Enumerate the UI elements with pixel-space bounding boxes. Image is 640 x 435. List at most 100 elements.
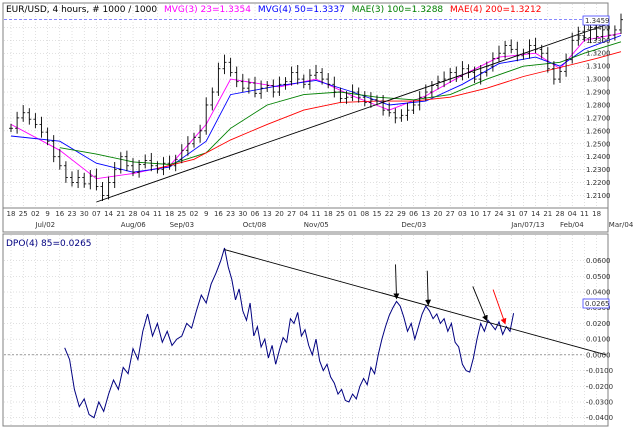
price-y-tick-label: 1.2700	[586, 114, 611, 122]
x-tick-label: 31	[507, 210, 516, 218]
x-tick-label: 18	[324, 210, 333, 218]
x-tick-label: 21	[543, 210, 552, 218]
price-y-axis: 1.2100 1.2200 1.2300 1.2400 1.2500 1.2600 1.27…	[586, 24, 611, 200]
dpo-trendline	[224, 249, 607, 356]
last-price-box	[582, 15, 610, 26]
dpo-plot	[4, 247, 607, 419]
dpo-y-tick-label: -0.0400	[586, 414, 613, 422]
x-period-label: Jul/02	[34, 221, 55, 229]
x-tick-label: 01	[348, 210, 357, 218]
dpo-line	[64, 247, 515, 419]
x-tick-label: 07	[92, 210, 101, 218]
x-tick-label: 15	[373, 210, 382, 218]
annotation-arrow	[472, 286, 488, 322]
x-tick-label: 25	[336, 210, 345, 218]
x-period-label: Dec/03	[401, 221, 426, 229]
x-tick-label: 22	[385, 210, 394, 218]
price-y-tick-label: 1.3200	[586, 50, 611, 58]
indicator-mae3: MAE(3) 100=1.3288	[352, 5, 444, 15]
x-tick-label: 10	[470, 210, 479, 218]
x-period-label: Sep/03	[170, 221, 194, 229]
x-period-label: Oct/08	[243, 221, 266, 229]
dpo-y-tick-label: 0.0600	[586, 257, 611, 265]
x-tick-label: 07	[519, 210, 528, 218]
x-tick-label: 20	[434, 210, 443, 218]
x-period-label: Nov/05	[304, 221, 329, 229]
x-tick-label: 23	[68, 210, 77, 218]
x-tick-label: 18	[165, 210, 174, 218]
x-tick-label: 27	[446, 210, 455, 218]
x-tick-label: 27	[287, 210, 296, 218]
dpo-y-tick-label: 0.0200	[586, 320, 611, 328]
price-y-tick-label: 1.3300	[586, 37, 611, 45]
x-period-label: Mar/04	[609, 221, 634, 229]
x-period-label: Jan/07/13	[510, 221, 544, 229]
x-tick-label: 24	[495, 210, 504, 218]
dpo-y-tick-label: 0.0500	[586, 273, 611, 281]
x-tick-label: 16	[214, 210, 223, 218]
x-tick-label: 11	[580, 210, 589, 218]
dpo-header: DPO(4) 85=0.0265	[6, 239, 92, 249]
trendline-label: T1	[576, 34, 586, 42]
x-tick-label: 03	[458, 210, 467, 218]
x-tick-label: 06	[251, 210, 260, 218]
price-panel-frame	[2, 2, 609, 209]
price-trendline	[96, 24, 607, 203]
price-grid	[4, 4, 607, 207]
x-axis: 18 25 02 9 16 23 30 07 14 21 28 04 11 18 25 02 9 16 23 30 06…	[7, 210, 634, 229]
x-tick-label: 11	[312, 210, 321, 218]
price-y-tick-label: 1.2300	[586, 166, 611, 174]
dpo-last-value-label: 0.0265	[585, 300, 610, 308]
x-tick-label: 9	[45, 210, 49, 218]
price-header: EUR/USD, 4 hours, # 1000 / 1000 MVG(3) 2…	[6, 5, 541, 15]
x-tick-label: 18	[592, 210, 601, 218]
price-y-tick-label: 1.2500	[586, 140, 611, 148]
x-tick-label: 28	[556, 210, 565, 218]
x-tick-label: 13	[421, 210, 430, 218]
annotation-arrow	[425, 270, 432, 306]
x-period-label: Feb/04	[560, 221, 584, 229]
dpo-y-tick-label: -0.0300	[586, 399, 613, 407]
dpo-y-tick-label: 0.0400	[586, 289, 611, 297]
indicator-mvg3: MVG(3) 23=1.3354	[164, 5, 251, 15]
price-plot	[9, 13, 623, 203]
x-tick-label: 9	[204, 210, 208, 218]
annotation-arrow	[492, 289, 507, 325]
annotation-arrow	[393, 264, 400, 300]
x-tick-label: 08	[360, 210, 369, 218]
x-tick-label: 04	[141, 210, 150, 218]
dpo-y-tick-label: 0.0000	[586, 351, 611, 359]
price-y-tick-label: 1.2900	[586, 89, 611, 97]
dpo-y-tick-label: -0.0100	[586, 367, 613, 375]
price-y-tick-label: 1.3400	[586, 24, 611, 32]
x-tick-label: 16	[55, 210, 64, 218]
price-y-tick-label: 1.3100	[586, 63, 611, 71]
x-tick-label: 02	[31, 210, 40, 218]
timeframe-label: , 4 hours, # 1000 / 1000	[47, 5, 158, 15]
x-axis-band	[2, 207, 609, 233]
last-price-label: 1.3459	[585, 17, 610, 25]
x-tick-label: 21	[116, 210, 125, 218]
dpo-last-value-box	[582, 298, 610, 309]
x-tick-label: 23	[226, 210, 235, 218]
price-y-tick-label: 1.2400	[586, 153, 611, 161]
indicator-mvg4: MVG(4) 50=1.3337	[258, 5, 345, 15]
x-tick-label: 29	[397, 210, 406, 218]
x-tick-label: 04	[568, 210, 577, 218]
x-tick-label: 30	[238, 210, 247, 218]
x-tick-label: 06	[409, 210, 418, 218]
dpo-y-tick-label: 0.0100	[586, 336, 611, 344]
x-tick-label: 25	[177, 210, 186, 218]
symbol-label: EUR/USD	[6, 5, 47, 15]
x-tick-label: 28	[129, 210, 138, 218]
price-y-tick-label: 1.2200	[586, 179, 611, 187]
dpo-y-tick-label: -0.0200	[586, 383, 613, 391]
x-tick-label: 17	[482, 210, 491, 218]
x-tick-label: 13	[263, 210, 272, 218]
price-y-tick-label: 1.3000	[586, 76, 611, 84]
indicator-mae4: MAE(4) 200=1.3212	[450, 5, 541, 15]
x-tick-label: 02	[190, 210, 199, 218]
x-tick-label: 25	[19, 210, 28, 218]
price-y-tick-label: 1.2600	[586, 127, 611, 135]
